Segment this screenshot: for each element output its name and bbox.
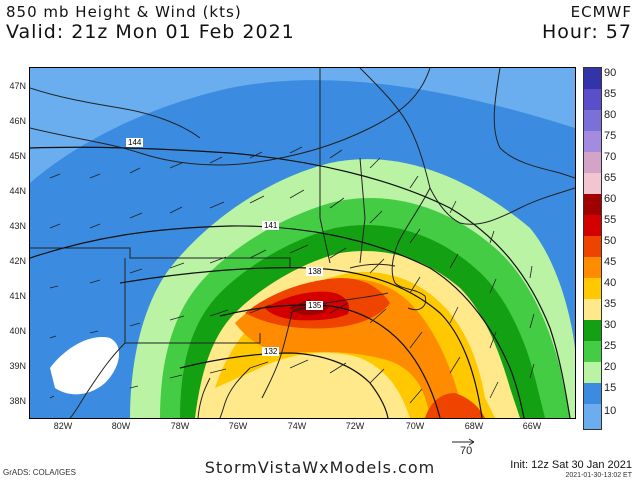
forecast-hour: Hour: 57 (541, 21, 632, 43)
colorbar-cell-15 (584, 383, 601, 404)
colorbar-label-75: 75 (604, 130, 617, 142)
reference-vector-label: 70 (460, 445, 473, 457)
colorbar-label-45: 45 (604, 256, 617, 268)
colorbar (583, 67, 602, 430)
lon-label-76w: 76W (228, 421, 248, 431)
map-panel: 144 141 138 135 132 (29, 67, 576, 419)
lat-label-44n: 44N (9, 186, 26, 196)
colorbar-label-65: 65 (604, 172, 617, 184)
colorbar-label-60: 60 (604, 193, 617, 205)
lat-label-39n: 39N (9, 361, 26, 371)
colorbar-cell-40 (584, 278, 601, 299)
lon-label-68w: 68W (464, 421, 484, 431)
lat-label-43n: 43N (9, 221, 26, 231)
colorbar-label-85: 85 (604, 88, 617, 100)
band-50-south (425, 393, 485, 418)
lon-label-82w: 82W (53, 421, 73, 431)
contour-label-141: 141 (262, 221, 280, 230)
wind-vectors (49, 146, 535, 404)
colorbar-cell-90 (584, 68, 601, 89)
colorbar-label-40: 40 (604, 277, 617, 289)
colorbar-label-20: 20 (604, 361, 617, 373)
valid-time: Valid: 21z Mon 01 Feb 2021 (6, 21, 295, 43)
colorbar-label-25: 25 (604, 340, 617, 352)
wind-speed-map (30, 68, 575, 418)
height-contours (30, 146, 571, 418)
lon-label-66w: 66W (522, 421, 542, 431)
colorbar-label-15: 15 (604, 382, 617, 394)
contour-label-144: 144 (126, 138, 144, 147)
lat-label-46n: 46N (9, 116, 26, 126)
colorbar-cell-30 (584, 320, 601, 341)
colorbar-cell-65 (584, 173, 601, 194)
colorbar-cell-10 (584, 404, 601, 429)
colorbar-label-55: 55 (604, 214, 617, 226)
colorbar-cell-35 (584, 299, 601, 320)
colorbar-cell-25 (584, 341, 601, 362)
colorbar-cell-55 (584, 215, 601, 236)
contour-label-138: 138 (306, 267, 324, 276)
lat-label-42n: 42N (9, 256, 26, 266)
colorbar-cell-75 (584, 131, 601, 152)
lon-label-72w: 72W (345, 421, 365, 431)
colorbar-cell-45 (584, 257, 601, 278)
colorbar-label-10: 10 (604, 405, 617, 417)
generated-timestamp: 2021-01-30-13:02 ET (565, 472, 632, 479)
lon-label-80w: 80W (111, 421, 131, 431)
lat-label-45n: 45N (9, 151, 26, 161)
lat-label-47n: 47N (9, 81, 26, 91)
contour-label-135: 135 (306, 301, 324, 310)
colorbar-cell-20 (584, 362, 601, 383)
colorbar-label-35: 35 (604, 298, 617, 310)
colorbar-label-70: 70 (604, 151, 617, 163)
colorbar-cell-70 (584, 152, 601, 173)
coastlines (30, 68, 575, 418)
lat-label-41n: 41N (9, 291, 26, 301)
chart-title: 850 mb Height & Wind (kts) (6, 3, 242, 21)
calm-pocket-inner (63, 356, 105, 386)
colorbar-cell-60 (584, 194, 601, 215)
colorbar-label-80: 80 (604, 109, 617, 121)
lat-label-40n: 40N (9, 326, 26, 336)
contour-label-132: 132 (262, 347, 280, 356)
colorbar-cell-85 (584, 89, 601, 110)
colorbar-label-30: 30 (604, 319, 617, 331)
colorbar-label-50: 50 (604, 235, 617, 247)
credit-text: GrADS: COLA/IGES (3, 468, 76, 477)
lon-label-78w: 78W (170, 421, 190, 431)
lon-label-74w: 74W (287, 421, 307, 431)
model-name: ECMWF (570, 3, 632, 21)
reference-vector-arrow (452, 438, 475, 446)
site-name: StormVistaWxModels.com (204, 458, 436, 477)
colorbar-cell-50 (584, 236, 601, 257)
init-time: Init: 12z Sat 30 Jan 2021 (510, 459, 632, 471)
lat-label-38n: 38N (9, 396, 26, 406)
lon-label-70w: 70W (405, 421, 425, 431)
colorbar-label-90: 90 (604, 67, 617, 79)
colorbar-cell-80 (584, 110, 601, 131)
